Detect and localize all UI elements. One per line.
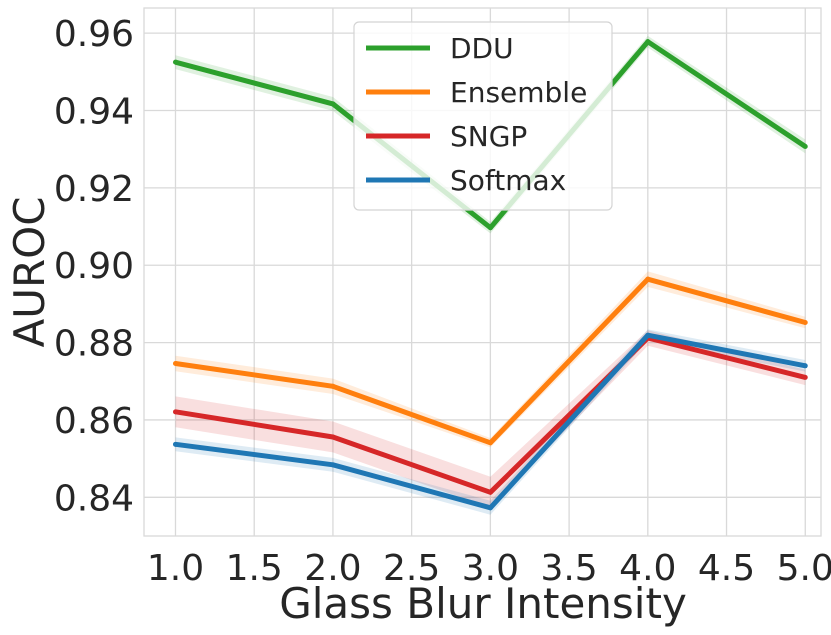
ensemble-point (802, 319, 808, 325)
x-tick-label: 1.5 (226, 548, 283, 589)
y-axis-title: AUROC (5, 196, 54, 347)
y-tick-label: 0.96 (54, 14, 134, 55)
ddu-point (487, 225, 493, 231)
x-tick-labels: 1.0 1.5 2.0 2.5 3.0 3.5 4.0 4.5 5.0 (147, 548, 831, 589)
legend-box (353, 21, 613, 211)
x-tick-label: 5.0 (777, 548, 831, 589)
x-axis-title: Glass Blur Intensity (279, 579, 687, 628)
x-tick-label: 4.0 (619, 548, 676, 589)
sngp-confidence-band (175, 330, 806, 508)
softmax-confidence-band (175, 329, 806, 515)
y-tick-label: 0.90 (54, 246, 134, 287)
legend-label-ensemble: Ensemble (450, 76, 587, 109)
y-tick-label: 0.94 (54, 92, 134, 133)
x-tick-label: 3.0 (462, 548, 519, 589)
ddu-point (172, 59, 178, 65)
ensemble-point (172, 360, 178, 366)
ensemble-point (645, 276, 651, 282)
series-lines (172, 39, 808, 511)
softmax-point (487, 505, 493, 511)
ddu-point (330, 101, 336, 107)
y-tick-label: 0.86 (54, 401, 134, 442)
x-tick-label: 2.0 (304, 548, 361, 589)
plot-frame (143, 7, 822, 537)
softmax-point (802, 363, 808, 369)
ensemble-point (487, 440, 493, 446)
sngp-point (802, 374, 808, 380)
legend: DDU Ensemble SNGP Softmax (353, 21, 613, 211)
y-tick-label: 0.92 (54, 169, 134, 210)
ddu-point (645, 39, 651, 45)
confidence-bands (175, 35, 806, 515)
y-tick-labels: 0.84 0.86 0.88 0.90 0.92 0.94 0.96 (54, 14, 134, 519)
softmax-point (330, 462, 336, 468)
ensemble-point (330, 383, 336, 389)
legend-label-ddu: DDU (450, 32, 514, 65)
ddu-point (802, 143, 808, 149)
softmax-point (172, 441, 178, 447)
sngp-point (330, 434, 336, 440)
x-tick-label: 1.0 (147, 548, 204, 589)
legend-label-sngp: SNGP (450, 120, 527, 153)
softmax-point (645, 332, 651, 338)
y-tick-label: 0.88 (54, 324, 134, 365)
sngp-point (172, 409, 178, 415)
x-tick-label: 2.5 (383, 548, 440, 589)
legend-label-softmax: Softmax (450, 164, 566, 197)
x-tick-label: 3.5 (540, 548, 597, 589)
y-tick-label: 0.84 (54, 478, 134, 519)
x-tick-label: 4.5 (698, 548, 755, 589)
sngp-point (487, 489, 493, 495)
